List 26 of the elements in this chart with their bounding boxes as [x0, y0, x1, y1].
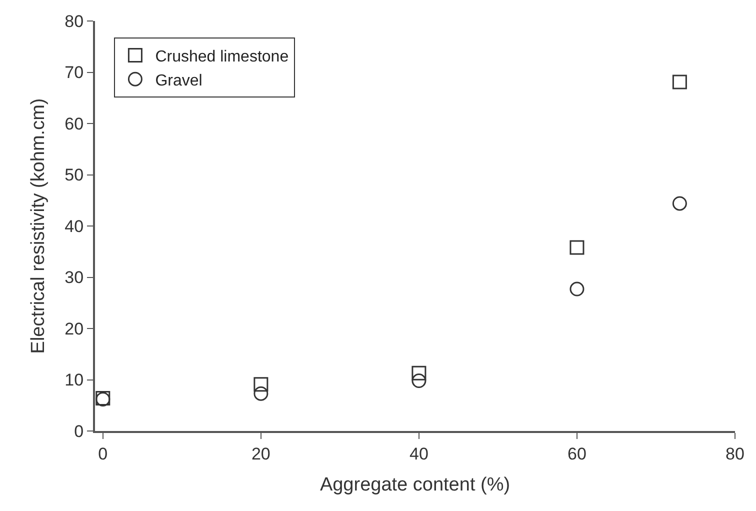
y-axis-title: Electrical resistivity (kohm.cm)	[28, 98, 50, 354]
y-tick-label: 60	[64, 114, 84, 134]
point	[570, 282, 584, 296]
y-tick-label: 10	[64, 370, 84, 390]
point	[570, 240, 584, 255]
y-tick-label: 50	[64, 166, 84, 185]
point	[412, 374, 426, 388]
point	[412, 366, 426, 380]
y-tick-label: 0	[74, 422, 84, 441]
point	[672, 196, 687, 211]
legend-label: Crushed limestone	[155, 48, 289, 66]
y-tick-label: 20	[64, 319, 84, 338]
y-tick-label: 70	[64, 63, 84, 82]
x-axis-title: Aggregate content (%)	[320, 474, 510, 496]
x-tick-label: 20	[251, 444, 270, 464]
legend-label: Gravel	[155, 72, 202, 90]
y-tick-label: 30	[64, 268, 84, 288]
y-tick-label: 80	[64, 12, 84, 31]
y-tick-label: 40	[64, 216, 84, 236]
x-tick-label: 60	[568, 444, 586, 464]
x-tick-label: 0	[98, 444, 108, 464]
x-tick-label: 80	[726, 444, 744, 464]
point	[254, 377, 268, 392]
x-tick-label: 40	[409, 444, 428, 464]
point	[672, 74, 687, 90]
point	[254, 386, 268, 401]
